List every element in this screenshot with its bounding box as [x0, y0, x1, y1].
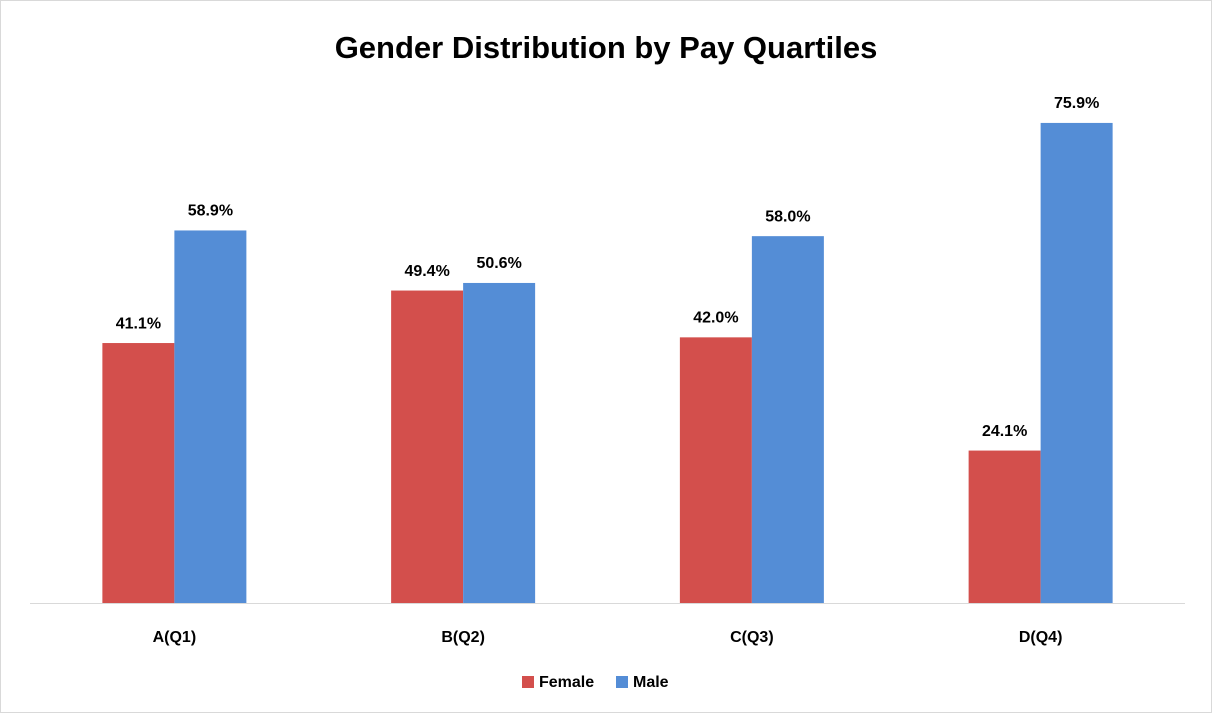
data-label: 58.9%: [188, 203, 233, 220]
data-label: 58.0%: [765, 208, 810, 225]
bar: [679, 337, 752, 603]
x-tick-label: D(Q4): [1019, 629, 1063, 646]
legend-label: Female: [539, 674, 594, 691]
bar: [174, 230, 247, 603]
x-tick-label: B(Q2): [441, 629, 485, 646]
data-label: 41.1%: [116, 315, 161, 332]
legend-swatch: [616, 676, 628, 688]
bar: [391, 290, 464, 603]
data-label: 50.6%: [476, 255, 521, 272]
x-tick-label: A(Q1): [153, 629, 197, 646]
x-tick-label: C(Q3): [730, 629, 774, 646]
data-label: 42.0%: [693, 310, 738, 327]
bar: [968, 450, 1041, 603]
data-label: 49.4%: [404, 263, 449, 280]
bar: [751, 236, 824, 603]
chart-title: Gender Distribution by Pay Quartiles: [335, 30, 878, 65]
data-label: 24.1%: [982, 423, 1027, 440]
legend-label: Male: [633, 674, 669, 691]
bar: [463, 282, 536, 603]
bar: [102, 343, 175, 603]
legend-swatch: [522, 676, 534, 688]
bar: [1040, 122, 1113, 604]
data-label: 75.9%: [1054, 95, 1099, 112]
